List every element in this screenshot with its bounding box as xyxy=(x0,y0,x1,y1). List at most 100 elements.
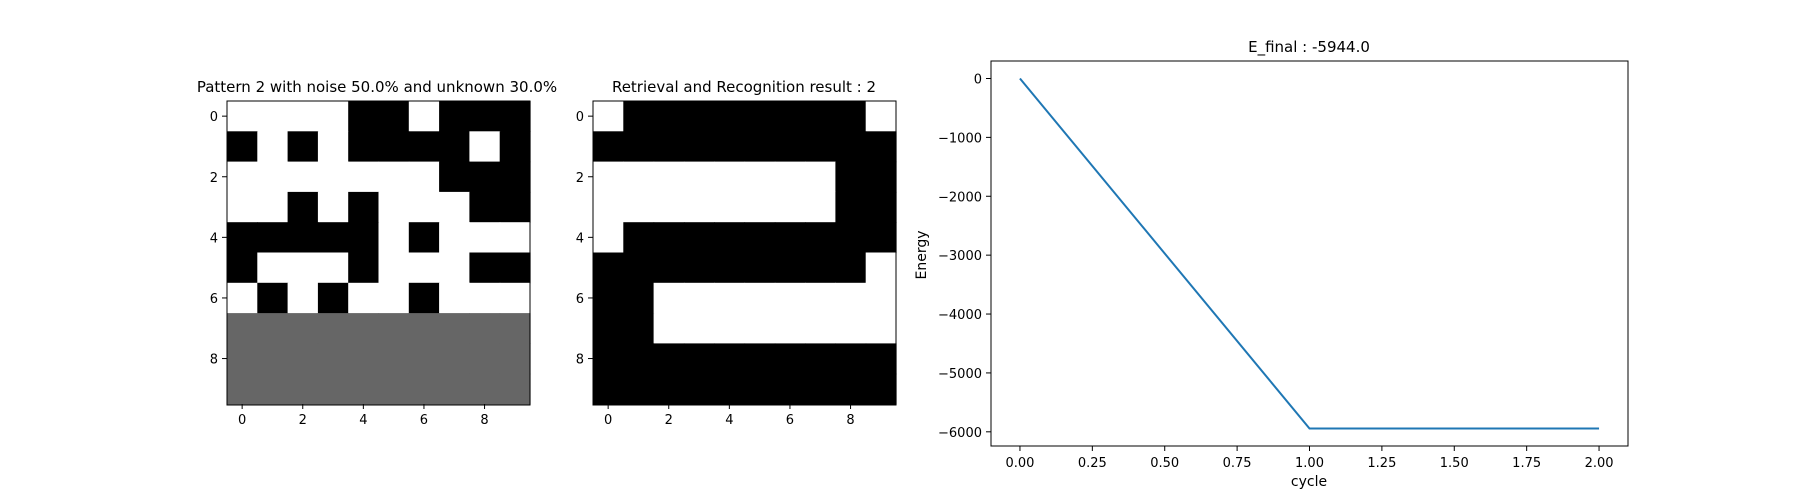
grid-cell xyxy=(744,131,776,163)
grid-cell xyxy=(683,282,715,314)
grid-cell xyxy=(439,222,470,254)
grid-cell xyxy=(865,101,897,132)
grid-cell xyxy=(714,313,746,344)
grid-cell xyxy=(683,373,715,405)
y-tick-label: 0 xyxy=(576,110,584,125)
grid-cell xyxy=(653,252,685,284)
grid-cell xyxy=(774,282,806,314)
grid-cell xyxy=(623,282,655,314)
energy-plot-xlabel: cycle xyxy=(1291,474,1327,490)
grid-cell xyxy=(287,282,319,314)
grid-cell xyxy=(593,191,624,223)
grid-cell xyxy=(408,373,440,405)
grid-cell xyxy=(469,131,501,163)
grid-cell xyxy=(774,313,806,344)
grid-cell xyxy=(257,373,289,405)
grid-cell xyxy=(714,343,746,375)
grid-cell xyxy=(744,252,776,284)
grid-cell xyxy=(683,101,715,132)
grid-cell xyxy=(317,373,349,405)
grid-cell xyxy=(774,191,806,223)
grid-cell xyxy=(378,131,410,163)
grid-cell xyxy=(805,313,836,344)
grid-cell xyxy=(499,373,531,405)
y-tick-label: −2000 xyxy=(938,190,982,205)
grid-cell xyxy=(623,313,655,344)
x-tick-label: 0 xyxy=(604,413,612,428)
grid-cell xyxy=(227,101,258,132)
energy-plot-ylabel: Energy xyxy=(914,230,930,279)
grid-cell xyxy=(683,131,715,163)
grid-cell xyxy=(865,161,897,193)
grid-cell xyxy=(317,313,349,344)
grid-cell xyxy=(623,343,655,375)
y-tick-label: −3000 xyxy=(938,249,982,264)
grid-cell xyxy=(469,313,501,344)
grid-cell xyxy=(623,191,655,223)
grid-cell xyxy=(378,222,410,254)
grid-cell xyxy=(378,313,410,344)
grid-cell xyxy=(317,222,349,254)
grid-cell xyxy=(865,131,897,163)
grid-cell xyxy=(623,252,655,284)
grid-cell xyxy=(378,191,410,223)
noisy-pattern-panel: Pattern 2 with noise 50.0% and unknown 3… xyxy=(197,78,557,428)
grid-cell xyxy=(623,131,655,163)
grid-cell xyxy=(499,252,531,284)
grid-cell xyxy=(835,191,867,223)
x-tick-label: 0.75 xyxy=(1223,456,1252,471)
retrieval-panel: Retrieval and Recognition result : 2 0 2 4… xyxy=(576,78,897,428)
grid-cell xyxy=(469,161,501,193)
y-tick-label: −1000 xyxy=(938,131,982,146)
grid-cell xyxy=(287,252,319,284)
grid-cell xyxy=(469,282,501,314)
grid-cell xyxy=(439,191,470,223)
y-tick-label: −4000 xyxy=(938,308,982,323)
grid-cell xyxy=(835,252,867,284)
grid-cell xyxy=(227,161,258,193)
grid-cell xyxy=(378,161,410,193)
grid-cell xyxy=(317,191,349,223)
grid-cell xyxy=(287,191,319,223)
grid-cell xyxy=(499,101,531,132)
x-tick-label: 8 xyxy=(846,413,854,428)
grid-cell xyxy=(835,343,867,375)
grid-cell xyxy=(227,313,258,344)
grid-cell xyxy=(227,191,258,223)
grid-cell xyxy=(744,101,776,132)
grid-cell xyxy=(774,343,806,375)
grid-cell xyxy=(623,222,655,254)
energy-plot-panel: E_final : -5944.0 0.00 0.25 0.50 0.75 1.00 1.… xyxy=(914,38,1629,490)
grid-cell xyxy=(593,131,624,163)
grid-cell xyxy=(439,131,470,163)
y-tick-label: 8 xyxy=(210,353,218,368)
grid-cell xyxy=(744,373,776,405)
y-tick-label: 2 xyxy=(210,171,218,186)
energy-series-line xyxy=(1019,77,1600,430)
grid-cell xyxy=(774,161,806,193)
grid-cell xyxy=(805,131,836,163)
grid-cell xyxy=(593,343,624,375)
grid-cell xyxy=(469,373,501,405)
grid-cell xyxy=(593,161,624,193)
grid-cell xyxy=(287,101,319,132)
x-tick-label: 4 xyxy=(359,413,367,428)
y-tick-label: 4 xyxy=(576,231,584,246)
grid-cell xyxy=(287,373,319,405)
grid-cell xyxy=(348,282,380,314)
y-tick-label: 0 xyxy=(210,110,218,125)
grid-cell xyxy=(257,282,289,314)
grid-cell xyxy=(623,101,655,132)
grid-cell xyxy=(835,222,867,254)
grid-cell xyxy=(378,252,410,284)
grid-cell xyxy=(865,282,897,314)
grid-cell xyxy=(653,373,685,405)
grid-cell xyxy=(593,313,624,344)
x-tick-label: 6 xyxy=(420,413,428,428)
retrieval-ticks: 0 2 4 6 8 0 2 4 6 8 xyxy=(576,110,855,428)
grid-cell xyxy=(774,101,806,132)
grid-cell xyxy=(469,222,501,254)
grid-cell xyxy=(653,101,685,132)
grid-cell xyxy=(653,313,685,344)
